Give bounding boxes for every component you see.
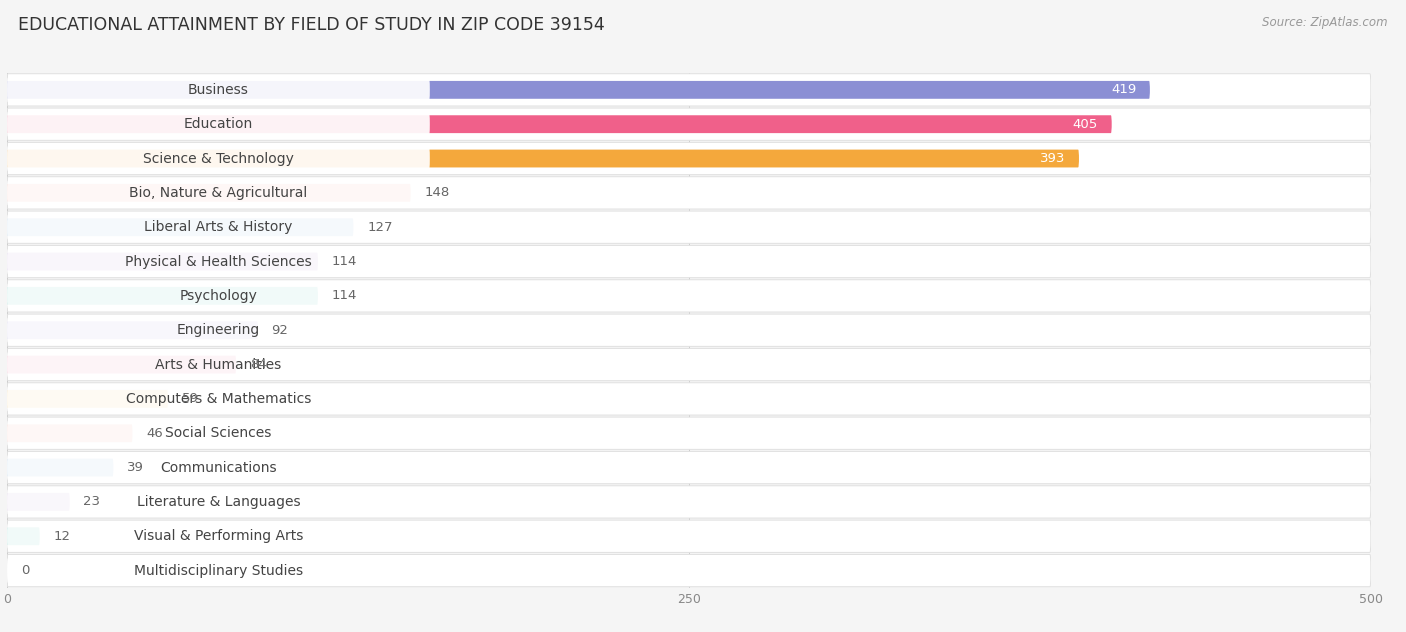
Text: 393: 393 bbox=[1040, 152, 1066, 165]
FancyBboxPatch shape bbox=[7, 184, 411, 202]
FancyBboxPatch shape bbox=[7, 520, 1371, 552]
Text: 0: 0 bbox=[21, 564, 30, 577]
Text: Bio, Nature & Agricultural: Bio, Nature & Agricultural bbox=[129, 186, 308, 200]
Text: Physical & Health Sciences: Physical & Health Sciences bbox=[125, 255, 312, 269]
Text: 59: 59 bbox=[181, 392, 198, 405]
FancyBboxPatch shape bbox=[7, 218, 353, 236]
FancyBboxPatch shape bbox=[7, 215, 430, 240]
FancyBboxPatch shape bbox=[7, 78, 430, 102]
Text: Engineering: Engineering bbox=[177, 323, 260, 337]
FancyBboxPatch shape bbox=[7, 383, 1371, 415]
FancyBboxPatch shape bbox=[7, 245, 1371, 277]
FancyBboxPatch shape bbox=[7, 486, 1371, 518]
FancyBboxPatch shape bbox=[7, 253, 318, 270]
FancyBboxPatch shape bbox=[7, 146, 430, 171]
Text: 46: 46 bbox=[146, 427, 163, 440]
Text: EDUCATIONAL ATTAINMENT BY FIELD OF STUDY IN ZIP CODE 39154: EDUCATIONAL ATTAINMENT BY FIELD OF STUDY… bbox=[18, 16, 605, 33]
FancyBboxPatch shape bbox=[7, 81, 1150, 99]
FancyBboxPatch shape bbox=[7, 249, 430, 274]
Text: Visual & Performing Arts: Visual & Performing Arts bbox=[134, 529, 304, 544]
Text: 12: 12 bbox=[53, 530, 70, 543]
Text: Education: Education bbox=[184, 117, 253, 131]
FancyBboxPatch shape bbox=[7, 150, 1078, 167]
FancyBboxPatch shape bbox=[7, 421, 430, 446]
FancyBboxPatch shape bbox=[7, 451, 1371, 483]
Text: 92: 92 bbox=[271, 324, 288, 337]
FancyBboxPatch shape bbox=[7, 211, 1371, 243]
FancyBboxPatch shape bbox=[7, 287, 318, 305]
FancyBboxPatch shape bbox=[7, 108, 1371, 140]
FancyBboxPatch shape bbox=[7, 424, 132, 442]
FancyBboxPatch shape bbox=[7, 558, 430, 583]
Text: Source: ZipAtlas.com: Source: ZipAtlas.com bbox=[1263, 16, 1388, 29]
Text: Multidisciplinary Studies: Multidisciplinary Studies bbox=[134, 564, 302, 578]
Text: Science & Technology: Science & Technology bbox=[143, 152, 294, 166]
Text: Arts & Humanities: Arts & Humanities bbox=[155, 358, 281, 372]
Text: Communications: Communications bbox=[160, 461, 277, 475]
FancyBboxPatch shape bbox=[7, 181, 430, 205]
FancyBboxPatch shape bbox=[7, 318, 430, 343]
FancyBboxPatch shape bbox=[7, 490, 430, 514]
FancyBboxPatch shape bbox=[7, 459, 114, 477]
Text: 39: 39 bbox=[127, 461, 143, 474]
Text: Business: Business bbox=[188, 83, 249, 97]
FancyBboxPatch shape bbox=[7, 177, 1371, 209]
FancyBboxPatch shape bbox=[7, 280, 1371, 312]
Text: 84: 84 bbox=[250, 358, 267, 371]
FancyBboxPatch shape bbox=[7, 390, 167, 408]
FancyBboxPatch shape bbox=[7, 356, 236, 374]
Text: Psychology: Psychology bbox=[180, 289, 257, 303]
Text: 23: 23 bbox=[83, 495, 100, 508]
Text: Liberal Arts & History: Liberal Arts & History bbox=[145, 220, 292, 234]
Text: 114: 114 bbox=[332, 255, 357, 268]
FancyBboxPatch shape bbox=[7, 348, 1371, 380]
FancyBboxPatch shape bbox=[7, 524, 430, 549]
Text: 419: 419 bbox=[1111, 83, 1136, 96]
Text: 114: 114 bbox=[332, 289, 357, 302]
FancyBboxPatch shape bbox=[7, 493, 70, 511]
FancyBboxPatch shape bbox=[7, 554, 1371, 586]
FancyBboxPatch shape bbox=[7, 142, 1371, 174]
FancyBboxPatch shape bbox=[7, 112, 430, 137]
FancyBboxPatch shape bbox=[7, 455, 430, 480]
FancyBboxPatch shape bbox=[7, 314, 1371, 346]
Text: Social Sciences: Social Sciences bbox=[166, 426, 271, 441]
Text: Computers & Mathematics: Computers & Mathematics bbox=[125, 392, 311, 406]
FancyBboxPatch shape bbox=[7, 352, 430, 377]
Text: 127: 127 bbox=[367, 221, 392, 234]
FancyBboxPatch shape bbox=[7, 417, 1371, 449]
Text: 405: 405 bbox=[1073, 118, 1098, 131]
FancyBboxPatch shape bbox=[7, 115, 1112, 133]
Text: 148: 148 bbox=[425, 186, 450, 199]
FancyBboxPatch shape bbox=[7, 527, 39, 545]
Text: Literature & Languages: Literature & Languages bbox=[136, 495, 301, 509]
FancyBboxPatch shape bbox=[7, 321, 257, 339]
FancyBboxPatch shape bbox=[7, 284, 430, 308]
FancyBboxPatch shape bbox=[7, 74, 1371, 106]
FancyBboxPatch shape bbox=[7, 387, 430, 411]
